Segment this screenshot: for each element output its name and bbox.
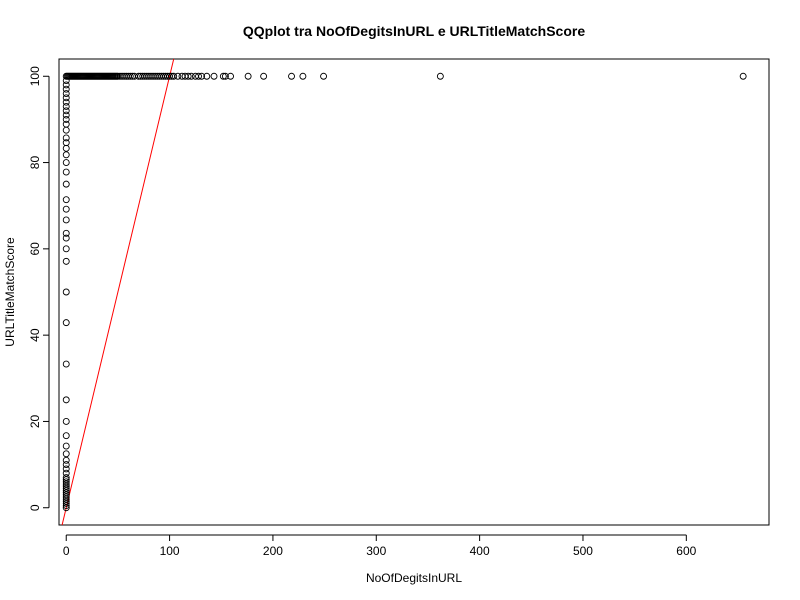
data-point bbox=[62, 474, 70, 481]
plot-frame bbox=[58, 58, 770, 526]
x-tick-label: 500 bbox=[573, 544, 593, 558]
data-point bbox=[62, 493, 70, 501]
x-tick-label: 100 bbox=[160, 544, 180, 558]
y-tick-label: 80 bbox=[28, 156, 42, 170]
data-point bbox=[210, 72, 218, 80]
data-point bbox=[62, 432, 70, 440]
x-tick-label: 0 bbox=[63, 544, 70, 558]
data-point bbox=[62, 484, 70, 492]
data-point bbox=[62, 180, 70, 188]
data-point bbox=[62, 476, 70, 484]
data-point bbox=[62, 495, 70, 503]
data-point bbox=[62, 482, 70, 490]
data-point bbox=[62, 134, 70, 142]
data-point bbox=[195, 72, 202, 80]
data-point bbox=[62, 229, 70, 237]
reference-line-layer bbox=[61, 58, 175, 526]
data-point bbox=[62, 196, 70, 204]
reference-line bbox=[61, 58, 175, 526]
data-point bbox=[170, 72, 178, 80]
data-point bbox=[62, 144, 70, 152]
y-tick-label: 0 bbox=[28, 504, 42, 511]
data-point bbox=[62, 469, 70, 477]
data-point bbox=[166, 72, 174, 80]
chart-title: QQplot tra NoOfDegitsInURL e URLTitleMat… bbox=[243, 23, 585, 39]
data-point bbox=[62, 126, 70, 134]
data-point bbox=[62, 90, 70, 97]
data-point bbox=[62, 216, 70, 224]
data-point bbox=[62, 450, 70, 458]
data-point bbox=[62, 120, 70, 128]
data-point bbox=[299, 72, 307, 80]
data-point bbox=[174, 72, 182, 80]
data-point bbox=[62, 257, 70, 265]
data-point bbox=[62, 442, 70, 450]
y-axis-label: URLTitleMatchScore bbox=[3, 237, 17, 347]
data-point bbox=[62, 205, 70, 213]
data-point bbox=[62, 103, 70, 110]
x-tick-label: 600 bbox=[676, 544, 696, 558]
data-point bbox=[62, 360, 70, 368]
data-point bbox=[219, 72, 227, 80]
data-point bbox=[62, 115, 70, 123]
data-point bbox=[260, 72, 268, 80]
data-point bbox=[62, 417, 70, 425]
data-point bbox=[187, 72, 195, 80]
data-point bbox=[62, 98, 70, 106]
data-point bbox=[739, 72, 747, 80]
data-point bbox=[62, 499, 70, 507]
data-point bbox=[62, 502, 70, 510]
data-point bbox=[62, 85, 70, 93]
data-point bbox=[62, 168, 70, 176]
points-layer bbox=[62, 72, 747, 512]
data-point bbox=[62, 319, 70, 327]
data-point bbox=[244, 72, 252, 80]
data-point bbox=[62, 480, 70, 488]
data-point bbox=[62, 139, 70, 147]
x-tick-label: 400 bbox=[470, 544, 490, 558]
data-point bbox=[221, 72, 229, 80]
data-point bbox=[62, 489, 70, 497]
y-axis: 0 20 40 60 80 100 bbox=[28, 66, 50, 511]
data-point bbox=[126, 72, 134, 80]
data-point bbox=[62, 461, 70, 469]
x-tick-label: 300 bbox=[366, 544, 386, 558]
data-point bbox=[62, 478, 70, 486]
data-point bbox=[62, 288, 70, 296]
data-point bbox=[62, 497, 70, 505]
data-point bbox=[62, 504, 70, 512]
data-point bbox=[288, 72, 295, 80]
data-point bbox=[62, 465, 70, 473]
data-point bbox=[62, 111, 70, 119]
data-point bbox=[62, 107, 70, 115]
y-tick-label: 20 bbox=[28, 414, 42, 428]
data-point bbox=[62, 491, 70, 499]
data-point bbox=[184, 72, 192, 80]
data-point bbox=[62, 159, 70, 167]
x-tick-label: 200 bbox=[263, 544, 283, 558]
y-tick-label: 40 bbox=[28, 328, 42, 342]
data-point bbox=[62, 94, 70, 102]
data-point bbox=[62, 234, 70, 242]
y-tick-label: 60 bbox=[28, 242, 42, 256]
data-point bbox=[320, 72, 328, 80]
data-point bbox=[62, 487, 70, 494]
x-axis: 0 100 200 300 400 500 600 bbox=[63, 534, 697, 558]
data-point bbox=[198, 72, 206, 80]
data-point bbox=[227, 72, 235, 80]
data-point bbox=[62, 245, 70, 253]
data-point bbox=[62, 396, 70, 404]
data-point bbox=[62, 81, 70, 89]
data-point bbox=[203, 72, 211, 80]
data-point bbox=[436, 72, 444, 80]
data-point bbox=[62, 151, 70, 159]
data-point bbox=[62, 456, 70, 464]
y-tick-label: 100 bbox=[28, 66, 42, 86]
x-axis-label: NoOfDegitsInURL bbox=[366, 571, 462, 585]
